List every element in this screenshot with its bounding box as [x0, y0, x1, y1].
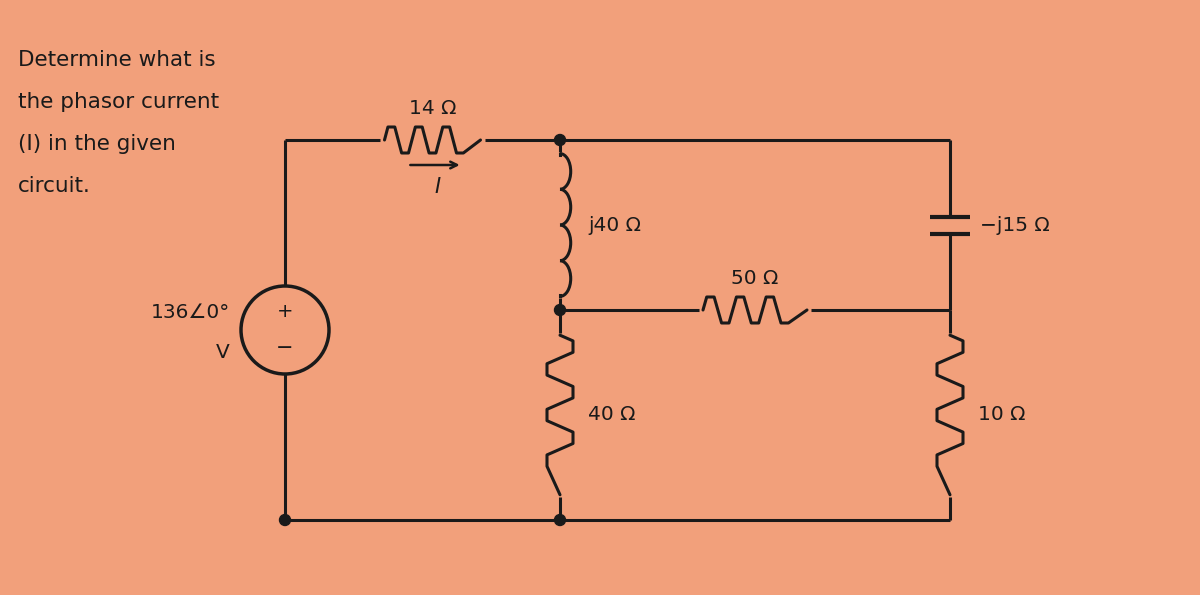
Circle shape	[554, 515, 565, 525]
Text: 14 Ω: 14 Ω	[409, 99, 456, 118]
Circle shape	[280, 515, 290, 525]
Text: 50 Ω: 50 Ω	[731, 269, 779, 288]
Text: j40 Ω: j40 Ω	[588, 215, 641, 234]
Text: 136∠0°: 136∠0°	[151, 302, 230, 321]
Text: 40 Ω: 40 Ω	[588, 406, 636, 424]
Text: V: V	[216, 343, 230, 362]
Text: −: −	[276, 339, 294, 358]
Text: (I) in the given: (I) in the given	[18, 134, 176, 154]
Circle shape	[554, 305, 565, 315]
Text: circuit.: circuit.	[18, 176, 91, 196]
Text: +: +	[277, 302, 293, 321]
Text: I: I	[434, 177, 440, 197]
Text: 10 Ω: 10 Ω	[978, 406, 1026, 424]
Text: the phasor current: the phasor current	[18, 92, 220, 112]
Text: −j15 Ω: −j15 Ω	[980, 215, 1050, 234]
Circle shape	[554, 134, 565, 146]
Text: Determine what is: Determine what is	[18, 50, 216, 70]
